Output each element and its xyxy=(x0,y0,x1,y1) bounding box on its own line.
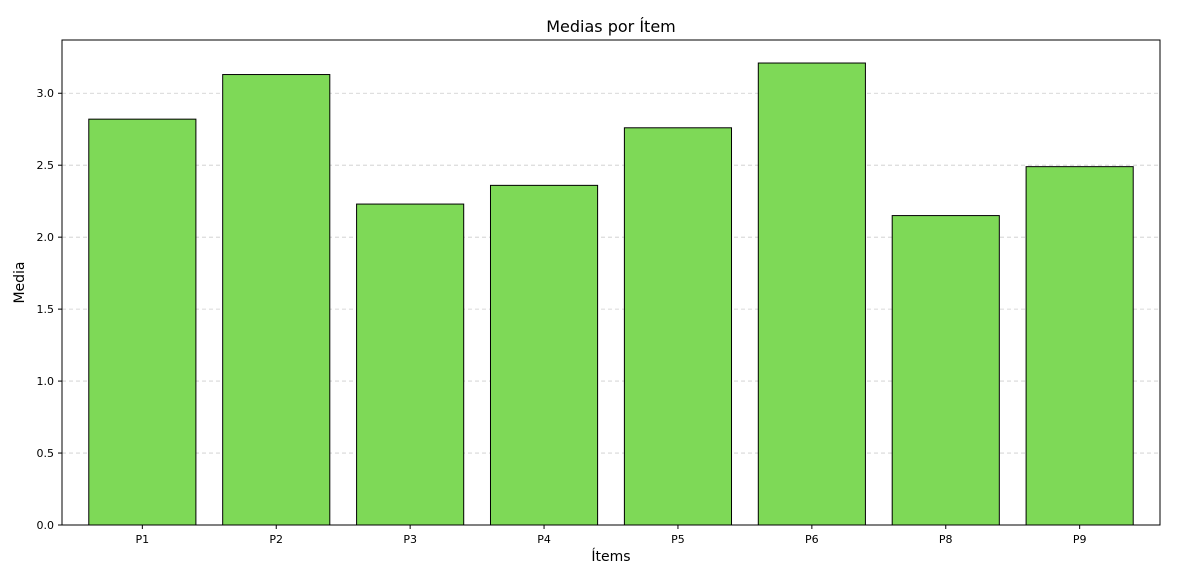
y-tick-label: 1.0 xyxy=(37,375,55,388)
bar-P3 xyxy=(356,203,465,526)
x-tick-label: P9 xyxy=(1073,533,1087,546)
x-tick-label: P4 xyxy=(537,533,551,546)
bars xyxy=(88,62,1134,526)
y-ticks: 0.0 0.5 1.0 1.5 2.0 2.5 3.0 xyxy=(37,87,62,532)
x-ticks: P1 P2 P3 P4 P5 P6 P8 P9 xyxy=(136,525,1087,546)
bar-P8 xyxy=(891,215,1000,526)
bar-P1 xyxy=(88,118,197,526)
plot-frame xyxy=(61,39,1161,526)
bar-P6 xyxy=(757,62,866,526)
y-tick-label: 1.5 xyxy=(37,303,55,316)
y-tick-label: 2.5 xyxy=(37,159,55,172)
x-tick-label: P5 xyxy=(671,533,685,546)
x-tick-label: P6 xyxy=(805,533,819,546)
x-tick-label: P2 xyxy=(269,533,283,546)
y-tick-label: 0.0 xyxy=(37,519,55,532)
bar-P9 xyxy=(1025,166,1134,526)
y-axis-label: Media xyxy=(12,261,28,303)
y-tick-label: 0.5 xyxy=(37,447,55,460)
bar-P4 xyxy=(489,184,599,526)
x-tick-label: P8 xyxy=(939,533,953,546)
bar-P5 xyxy=(623,127,733,526)
y-tick-label: 3.0 xyxy=(37,87,55,100)
x-tick-label: P3 xyxy=(403,533,417,546)
x-tick-label: P1 xyxy=(136,533,150,546)
x-axis-label: Ítems xyxy=(591,548,630,565)
y-tick-label: 2.0 xyxy=(37,231,55,244)
chart-title: Medias por Ítem xyxy=(546,17,676,36)
bar-P2 xyxy=(222,74,331,526)
